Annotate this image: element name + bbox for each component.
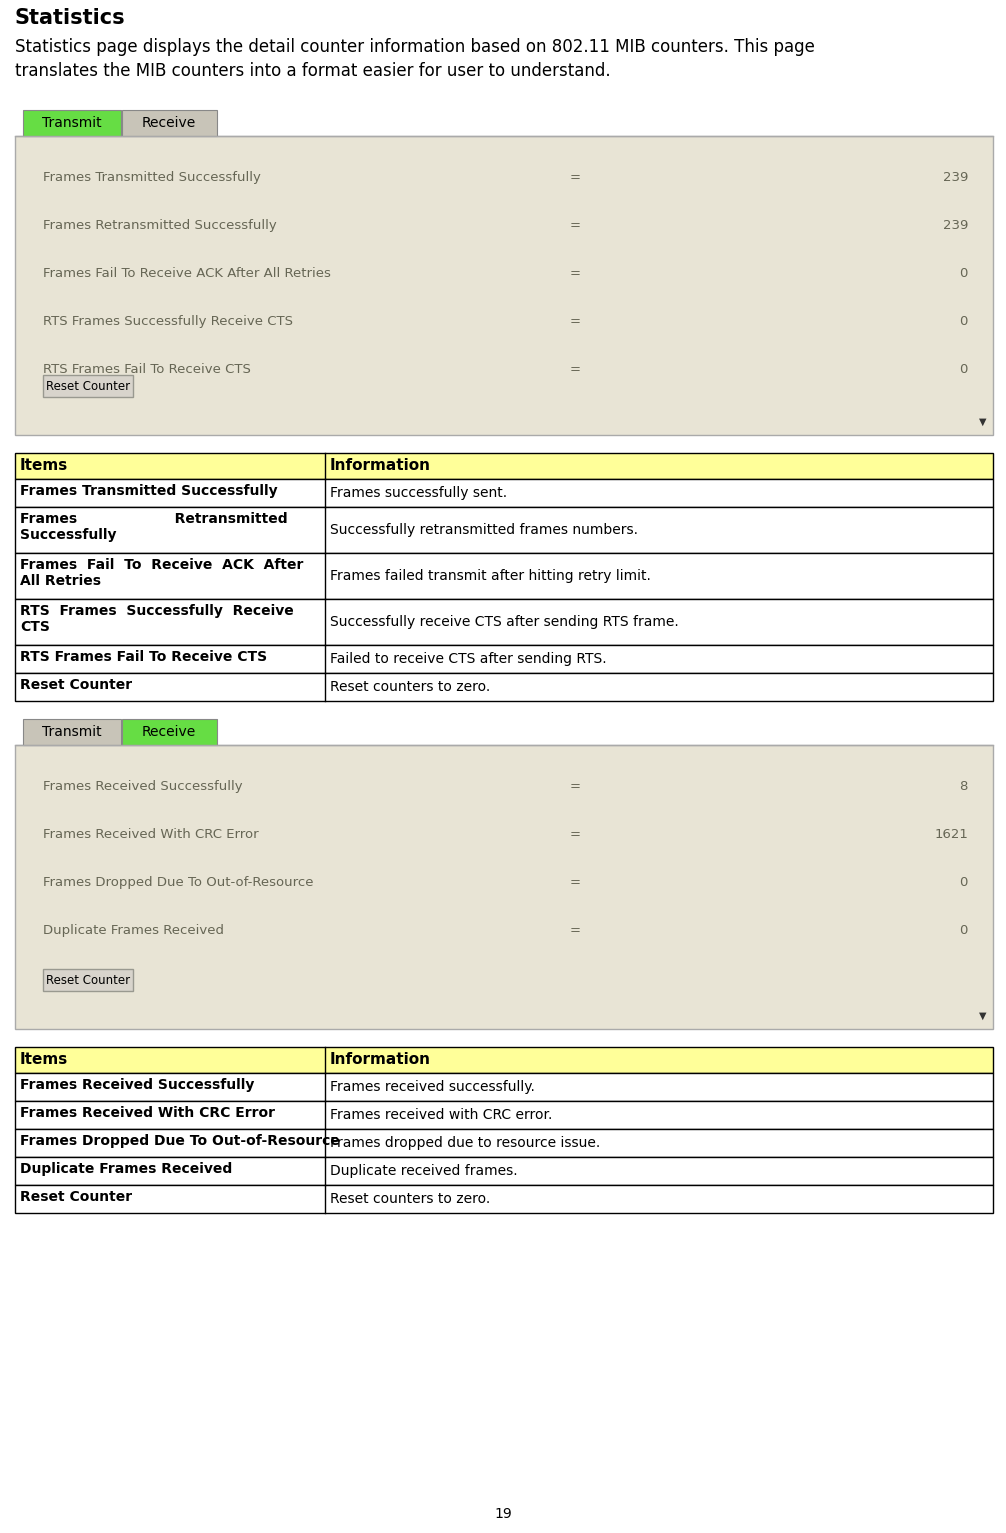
Text: 0: 0	[960, 363, 968, 376]
Text: Statistics: Statistics	[15, 8, 126, 28]
Bar	[15, 553, 993, 599]
Text: Successfully retransmitted frames numbers.: Successfully retransmitted frames number…	[330, 523, 638, 537]
Text: Receive: Receive	[142, 725, 196, 739]
Bar	[15, 673, 993, 701]
Text: Frames                    Retransmitted
Successfully: Frames Retransmitted Successfully	[20, 512, 288, 543]
Text: Reset counters to zero.: Reset counters to zero.	[330, 681, 490, 694]
Text: 0: 0	[960, 267, 968, 281]
Text: Statistics page displays the detail counter information based on 802.11 MIB coun: Statistics page displays the detail coun…	[15, 38, 815, 57]
Text: Items: Items	[20, 458, 68, 474]
Bar	[43, 969, 133, 990]
Text: 19: 19	[494, 1507, 512, 1521]
Bar	[15, 645, 993, 673]
Bar	[23, 719, 121, 745]
Text: Receive: Receive	[142, 117, 196, 130]
Bar	[15, 507, 993, 553]
Text: Information: Information	[330, 1053, 431, 1067]
Text: RTS Frames Fail To Receive CTS: RTS Frames Fail To Receive CTS	[20, 650, 268, 664]
Text: Frames Received With CRC Error: Frames Received With CRC Error	[20, 1105, 275, 1121]
Bar	[15, 1128, 993, 1157]
Text: Frames failed transmit after hitting retry limit.: Frames failed transmit after hitting ret…	[330, 569, 651, 583]
Text: Successfully receive CTS after sending RTS frame.: Successfully receive CTS after sending R…	[330, 615, 679, 629]
Text: Frames Received Successfully: Frames Received Successfully	[20, 1078, 255, 1091]
Text: Duplicate received frames.: Duplicate received frames.	[330, 1164, 518, 1177]
Bar	[15, 1157, 993, 1185]
Text: Duplicate Frames Received: Duplicate Frames Received	[20, 1162, 232, 1176]
Text: 8: 8	[960, 780, 968, 793]
Bar	[15, 1047, 993, 1073]
Text: Frames dropped due to resource issue.: Frames dropped due to resource issue.	[330, 1136, 601, 1150]
Text: Frames Dropped Due To Out-of-Resource: Frames Dropped Due To Out-of-Resource	[20, 1134, 340, 1148]
Bar	[15, 745, 993, 1029]
Text: 0: 0	[960, 924, 968, 937]
Bar	[43, 376, 133, 397]
Text: =: =	[569, 780, 580, 793]
Text: =: =	[569, 828, 580, 842]
Text: 0: 0	[960, 875, 968, 889]
Text: Frames Transmitted Successfully: Frames Transmitted Successfully	[43, 172, 261, 184]
Text: =: =	[569, 219, 580, 231]
Text: Reset Counter: Reset Counter	[20, 1190, 132, 1203]
Bar	[15, 599, 993, 645]
Text: Frames Transmitted Successfully: Frames Transmitted Successfully	[20, 484, 278, 498]
Text: ▼: ▼	[979, 417, 987, 428]
Text: 1621: 1621	[935, 828, 968, 842]
Text: =: =	[569, 314, 580, 328]
Text: =: =	[569, 875, 580, 889]
Bar	[122, 719, 217, 745]
Text: Information: Information	[330, 458, 431, 474]
Text: Frames Received With CRC Error: Frames Received With CRC Error	[43, 828, 259, 842]
Text: Frames received with CRC error.: Frames received with CRC error.	[330, 1108, 552, 1122]
Bar	[15, 1073, 993, 1101]
Text: RTS  Frames  Successfully  Receive
CTS: RTS Frames Successfully Receive CTS	[20, 604, 294, 635]
Text: Frames received successfully.: Frames received successfully.	[330, 1081, 535, 1095]
Text: Duplicate Frames Received: Duplicate Frames Received	[43, 924, 224, 937]
Text: =: =	[569, 172, 580, 184]
Text: Frames Retransmitted Successfully: Frames Retransmitted Successfully	[43, 219, 277, 231]
Text: 239: 239	[943, 172, 968, 184]
Text: =: =	[569, 363, 580, 376]
Text: Items: Items	[20, 1053, 68, 1067]
Text: Frames Dropped Due To Out-of-Resource: Frames Dropped Due To Out-of-Resource	[43, 875, 314, 889]
Bar	[15, 1101, 993, 1128]
Text: Frames Fail To Receive ACK After All Retries: Frames Fail To Receive ACK After All Ret…	[43, 267, 331, 281]
Bar	[122, 110, 217, 136]
Bar	[15, 478, 993, 507]
Text: 239: 239	[943, 219, 968, 231]
Text: Reset Counter: Reset Counter	[20, 678, 132, 691]
Text: Reset counters to zero.: Reset counters to zero.	[330, 1193, 490, 1206]
Text: Reset Counter: Reset Counter	[46, 380, 130, 392]
Text: ▼: ▼	[979, 1010, 987, 1021]
Bar	[15, 452, 993, 478]
Text: 0: 0	[960, 314, 968, 328]
Text: Frames Received Successfully: Frames Received Successfully	[43, 780, 242, 793]
Text: Reset Counter: Reset Counter	[46, 973, 130, 987]
Text: Failed to receive CTS after sending RTS.: Failed to receive CTS after sending RTS.	[330, 652, 607, 665]
Text: =: =	[569, 924, 580, 937]
Text: Transmit: Transmit	[42, 117, 102, 130]
Bar	[15, 1185, 993, 1213]
Text: translates the MIB counters into a format easier for user to understand.: translates the MIB counters into a forma…	[15, 61, 611, 80]
Text: RTS Frames Fail To Receive CTS: RTS Frames Fail To Receive CTS	[43, 363, 250, 376]
Bar	[15, 136, 993, 435]
Text: Frames  Fail  To  Receive  ACK  After
All Retries: Frames Fail To Receive ACK After All Ret…	[20, 558, 304, 589]
Text: Frames successfully sent.: Frames successfully sent.	[330, 486, 507, 500]
Text: RTS Frames Successfully Receive CTS: RTS Frames Successfully Receive CTS	[43, 314, 293, 328]
Text: Transmit: Transmit	[42, 725, 102, 739]
Text: =: =	[569, 267, 580, 281]
Bar	[23, 110, 121, 136]
